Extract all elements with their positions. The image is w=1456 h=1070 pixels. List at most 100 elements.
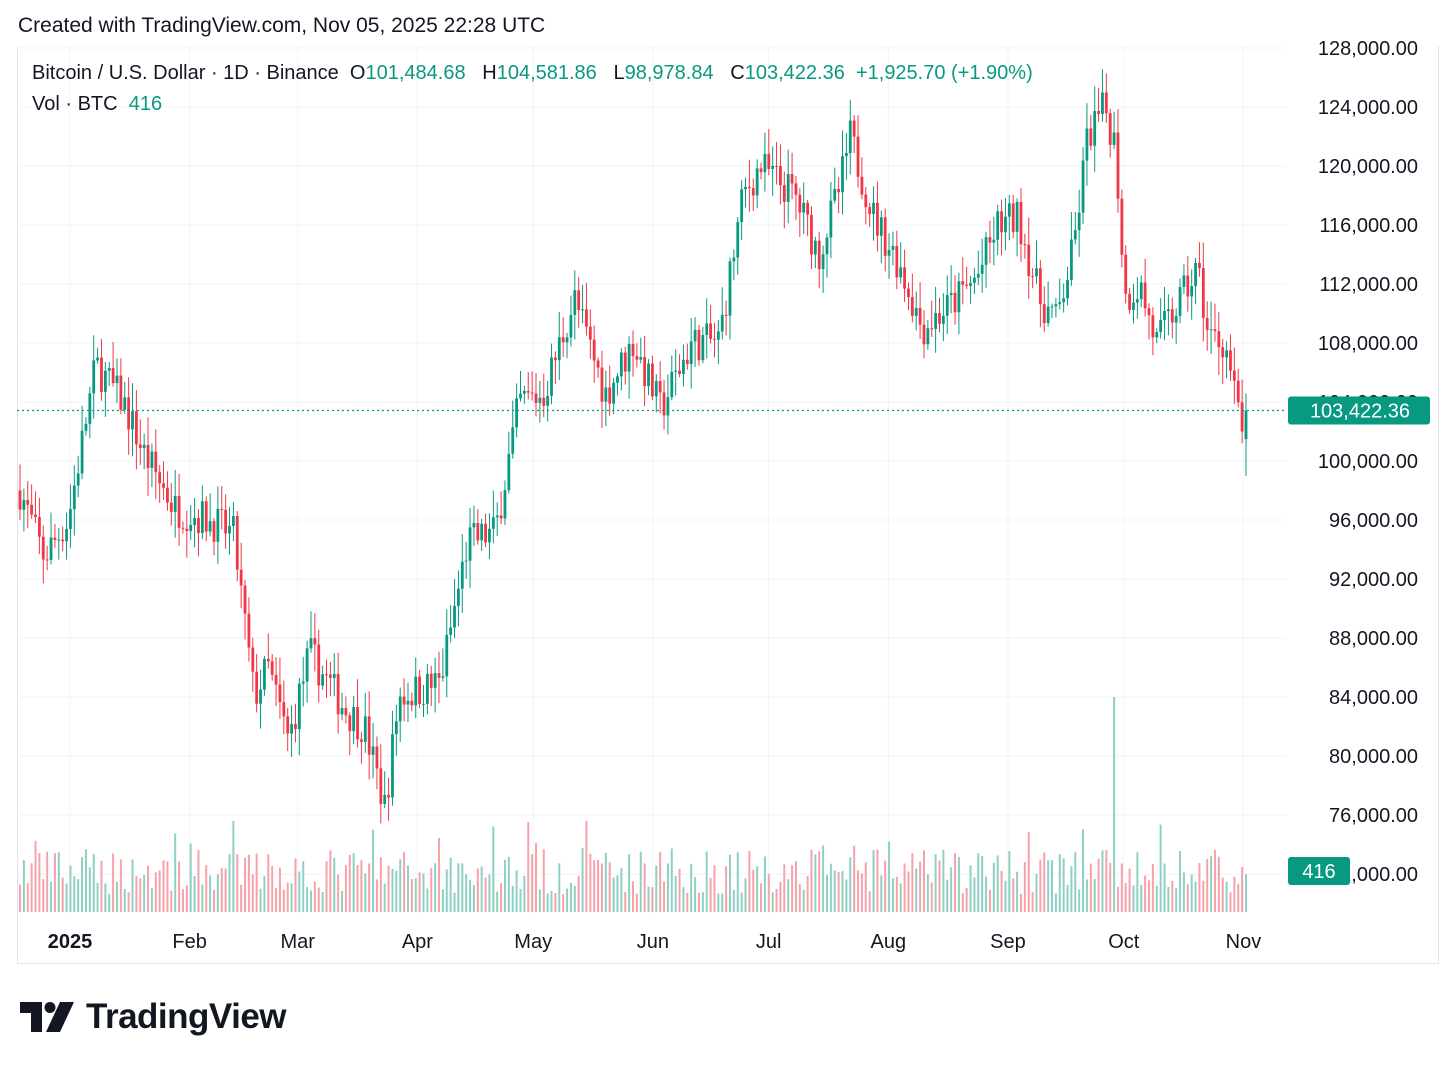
volume-bar xyxy=(849,857,852,912)
y-tick-label: 128,000.00 xyxy=(1318,38,1418,60)
volume-bar xyxy=(1213,849,1216,912)
volume-bar xyxy=(406,865,409,912)
volume-bar xyxy=(926,874,929,912)
volume-bar xyxy=(166,861,169,912)
candle-body xyxy=(460,561,464,589)
candle-body xyxy=(751,188,755,196)
volume-bar xyxy=(992,862,995,912)
candle-body xyxy=(914,307,918,316)
volume-bar xyxy=(449,857,452,912)
candle-body xyxy=(1093,111,1097,146)
volume-bar xyxy=(775,888,778,912)
volume-bar xyxy=(162,860,165,912)
volume-bar xyxy=(236,854,239,912)
volume-bar xyxy=(985,876,988,912)
volume-bar xyxy=(829,863,832,912)
volume-bar xyxy=(1241,867,1244,912)
volume-bar xyxy=(853,845,856,912)
candle-body xyxy=(1046,306,1050,324)
volume-bar xyxy=(1179,851,1182,912)
volume-bar xyxy=(302,861,305,912)
volume-bar xyxy=(825,875,828,912)
candle-body xyxy=(786,173,790,202)
volume-bar xyxy=(286,882,289,912)
candle-body xyxy=(775,165,778,167)
volume-bar xyxy=(313,881,316,912)
volume-bar xyxy=(201,884,204,912)
volume-bar xyxy=(988,889,991,912)
candle-body xyxy=(449,627,453,635)
volume-bar xyxy=(515,870,518,912)
candle-body xyxy=(876,202,879,236)
volume-bar xyxy=(697,892,700,912)
volume-bar xyxy=(713,865,716,912)
candle-body xyxy=(1042,304,1046,324)
volume-bar xyxy=(352,853,355,912)
x-tick-label: May xyxy=(514,931,552,953)
volume-bar xyxy=(604,852,607,912)
volume-bar xyxy=(705,851,708,912)
candle-body xyxy=(1132,302,1135,310)
candle-body xyxy=(542,397,546,406)
candle-body xyxy=(724,314,728,316)
tradingview-brand[interactable]: TradingView xyxy=(20,997,287,1037)
candle-body xyxy=(654,381,658,397)
volume-bar xyxy=(212,889,215,912)
candle-body xyxy=(577,290,581,311)
candle-body xyxy=(425,673,429,704)
last-volume-badge: 416 xyxy=(1288,857,1350,885)
y-tick-label: 124,000.00 xyxy=(1318,97,1418,119)
volume-bar xyxy=(1171,880,1174,912)
volume-bar xyxy=(763,856,766,912)
chart-frame xyxy=(17,46,1439,964)
volume-bar xyxy=(961,893,964,912)
candle-body xyxy=(883,217,887,256)
volume-bar xyxy=(271,865,274,912)
candle-body xyxy=(49,537,53,560)
volume-bar xyxy=(771,892,774,912)
volume-bar xyxy=(616,875,619,912)
volume-bar xyxy=(1016,871,1019,912)
candle-body xyxy=(848,120,852,154)
candle-body xyxy=(965,284,969,286)
candle-body xyxy=(585,309,588,327)
candle-body xyxy=(635,356,639,360)
volume-bar xyxy=(457,863,460,912)
volume-bar xyxy=(1093,879,1096,912)
candle-body xyxy=(961,281,965,285)
volume-bar xyxy=(30,863,33,912)
volume-bar xyxy=(244,857,247,912)
volume-bar xyxy=(880,875,883,912)
candle-body xyxy=(608,387,612,404)
volume-bar xyxy=(822,845,825,912)
candle-body xyxy=(526,390,530,393)
candle-body xyxy=(856,136,860,177)
candle-body xyxy=(1155,332,1159,338)
candle-body xyxy=(701,335,705,361)
volume-bar xyxy=(104,883,107,912)
volume-bar xyxy=(1186,884,1189,912)
volume-bar xyxy=(957,857,960,912)
volume-bar xyxy=(907,871,910,912)
volume-bar xyxy=(1105,850,1108,912)
candle-body xyxy=(57,539,61,541)
volume-bar xyxy=(632,881,634,912)
candle-body xyxy=(1023,244,1027,246)
volume-bar xyxy=(96,882,99,912)
volume-bar xyxy=(170,890,173,912)
candle-body xyxy=(910,297,914,316)
candle-body xyxy=(996,211,1000,240)
volume-bar xyxy=(131,859,134,912)
candle-body xyxy=(1147,308,1151,316)
candle-body xyxy=(728,261,732,316)
candle-body xyxy=(616,376,619,383)
volume-bar xyxy=(500,883,503,912)
symbol-label: Bitcoin / U.S. Dollar · 1D · Binance xyxy=(32,62,339,84)
volume-bar xyxy=(391,868,394,912)
open-label: O xyxy=(349,62,366,84)
volume-bar xyxy=(251,874,254,912)
candle-body xyxy=(841,156,844,193)
candle-body xyxy=(41,536,45,560)
volume-legend: Vol · BTC 416 xyxy=(32,93,162,116)
